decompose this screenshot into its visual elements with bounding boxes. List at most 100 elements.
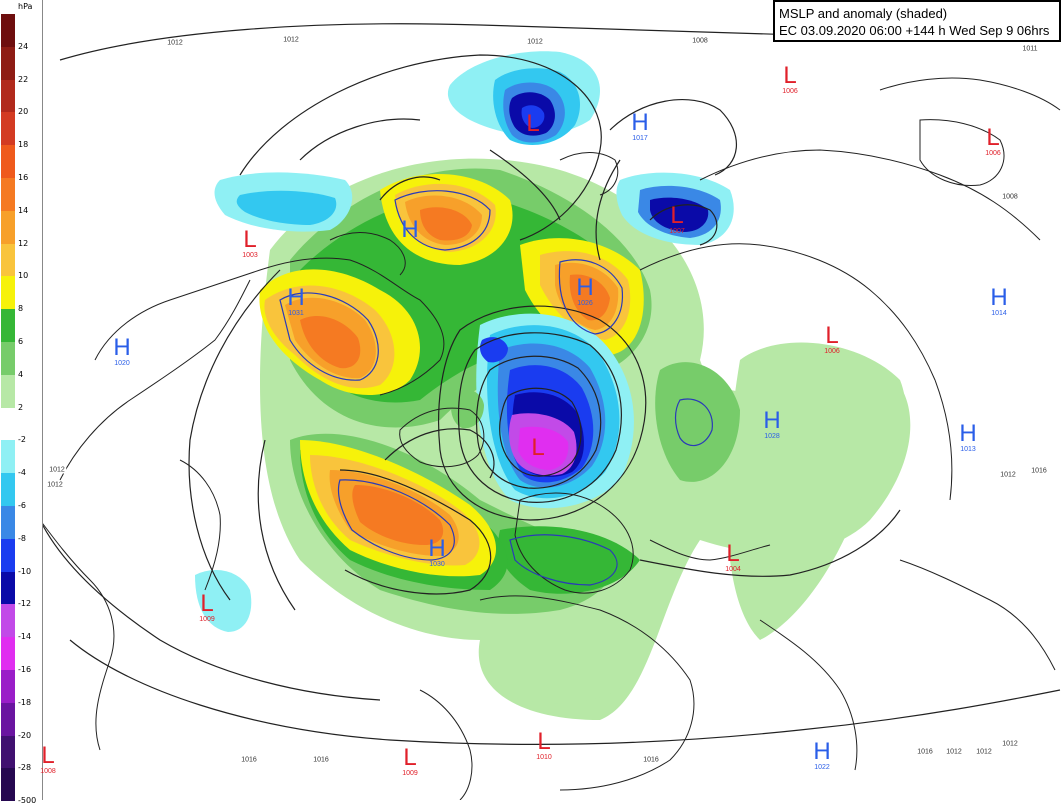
low-pressure-marker: L 1007 bbox=[669, 204, 685, 236]
pressure-system-value: 1006 bbox=[782, 88, 798, 95]
pressure-system-letter: L bbox=[403, 744, 417, 771]
pressure-system-letter: L bbox=[526, 110, 540, 137]
pressure-system-value: 1017 bbox=[632, 135, 648, 142]
pressure-system-letter: H bbox=[990, 284, 1008, 311]
legend-color-swatch bbox=[1, 210, 15, 244]
pressure-system-letter: H bbox=[401, 216, 419, 243]
low-pressure-marker: L 1009 bbox=[199, 592, 215, 624]
pressure-system-letter: L bbox=[243, 226, 257, 253]
legend-color-swatch bbox=[1, 702, 15, 736]
pressure-system-letter: H bbox=[113, 334, 131, 361]
anomaly-contours bbox=[279, 190, 713, 586]
pressure-system-value: 1031 bbox=[288, 310, 304, 317]
pressure-system-value: 1013 bbox=[960, 446, 976, 453]
legend-tick-label: -6 bbox=[18, 501, 26, 510]
pressure-system-letter: L bbox=[783, 62, 797, 89]
isobar-value-label: 1012 bbox=[48, 466, 66, 474]
high-pressure-marker: H 1014 bbox=[990, 286, 1007, 318]
legend-tick-label: 18 bbox=[18, 140, 29, 150]
isobar-value-label: 1016 bbox=[240, 756, 258, 764]
legend-color-swatch bbox=[1, 637, 15, 670]
legend-tick-label: -18 bbox=[18, 697, 32, 707]
legend-tick-label: 4 bbox=[18, 369, 24, 379]
isobar-value-label: 1012 bbox=[945, 748, 963, 756]
pressure-system-value: 1009 bbox=[199, 616, 215, 623]
legend-color-swatch bbox=[1, 440, 15, 474]
legend-color-swatch bbox=[1, 571, 15, 605]
legend-color-swatch bbox=[1, 670, 15, 703]
pressure-system-value: 1030 bbox=[429, 561, 445, 568]
pressure-system-letter: L bbox=[825, 322, 839, 349]
legend-color-swatch bbox=[1, 768, 15, 802]
pressure-system-value: 1006 bbox=[824, 348, 840, 355]
isobar-value-label: 1012 bbox=[975, 748, 993, 756]
legend-color-swatch bbox=[1, 112, 15, 146]
coastlines bbox=[39, 77, 1061, 800]
pressure-system-value: 1003 bbox=[242, 252, 258, 259]
low-pressure-marker: L 1004 bbox=[725, 542, 741, 574]
pressure-system-letter: L bbox=[670, 202, 684, 229]
pressure-system-value: 1009 bbox=[402, 770, 418, 777]
isobar-value-label: 1016 bbox=[642, 756, 660, 764]
legend-unit-label: hPa bbox=[18, 2, 33, 11]
high-pressure-marker: H 1017 bbox=[631, 111, 648, 143]
isobar-value-label: 1012 bbox=[282, 36, 300, 44]
high-pressure-marker: H 1028 bbox=[763, 409, 780, 441]
isobar-value-label: 1012 bbox=[166, 39, 184, 47]
isobar-value-label: 1008 bbox=[691, 37, 709, 45]
legend-color-swatch bbox=[1, 145, 15, 178]
legend-color-swatch bbox=[1, 342, 15, 375]
low-pressure-marker: L 1006 bbox=[824, 324, 840, 356]
legend-tick-label: 6 bbox=[18, 337, 24, 346]
isobar-value-label: 1012 bbox=[999, 471, 1017, 479]
anomaly-shading bbox=[195, 51, 911, 721]
legend-tick-label: -500 bbox=[18, 796, 37, 805]
title-box: MSLP and anomaly (shaded) EC 03.09.2020 … bbox=[773, 0, 1061, 42]
low-pressure-marker: L 1010 bbox=[536, 730, 552, 762]
legend-color-swatch bbox=[1, 243, 15, 277]
pressure-system-value: 1028 bbox=[764, 433, 780, 440]
isobar-value-label: 1008 bbox=[1001, 193, 1019, 201]
pressure-system-value: 1007 bbox=[669, 228, 685, 235]
color-legend: hPa 24 22 20 18 16 14 12 10 8 6 4 2 -2 -4 -6 -8 -10 -12 -1… bbox=[0, 0, 43, 805]
pressure-system-letter: H bbox=[576, 274, 594, 301]
legend-tick-label: 10 bbox=[18, 271, 29, 281]
legend-tick-label: 16 bbox=[18, 173, 29, 182]
low-pressure-marker: L 1003 bbox=[242, 228, 258, 260]
legend-tick-label: -8 bbox=[18, 533, 26, 543]
pressure-system-letter: L bbox=[726, 540, 740, 567]
pressure-system-letter: L bbox=[200, 590, 214, 617]
legend-color-swatch bbox=[1, 46, 15, 80]
legend-tick-label: -4 bbox=[18, 468, 26, 478]
legend-tick-label: 12 bbox=[18, 238, 29, 248]
legend-tick-label: -2 bbox=[18, 435, 26, 445]
legend-color-swatch bbox=[1, 604, 15, 638]
isobar-value-label: 1016 bbox=[916, 748, 934, 756]
low-pressure-marker: L bbox=[531, 436, 544, 460]
pressure-system-value: 1022 bbox=[814, 764, 830, 771]
pressure-system-letter: H bbox=[959, 420, 977, 447]
pressure-system-letter: L bbox=[41, 742, 55, 769]
pressure-system-letter: H bbox=[763, 407, 781, 434]
pressure-system-letter: H bbox=[631, 109, 649, 136]
pressure-system-value: 1010 bbox=[536, 754, 552, 761]
legend-color-swatch bbox=[1, 407, 15, 441]
legend-tick-label: -10 bbox=[18, 566, 32, 576]
pressure-system-value: 1020 bbox=[114, 360, 130, 367]
isobar-value-label: 1012 bbox=[46, 481, 64, 489]
isobar-value-label: 1011 bbox=[1021, 45, 1039, 53]
legend-tick-label: 20 bbox=[18, 107, 29, 117]
legend-tick-label: -28 bbox=[18, 763, 32, 773]
high-pressure-marker: H 1020 bbox=[113, 336, 130, 368]
legend-tick-label: -14 bbox=[18, 632, 32, 642]
legend-tick-label: 2 bbox=[18, 402, 24, 412]
legend-color-swatch bbox=[1, 178, 15, 211]
legend-color-swatch bbox=[1, 14, 15, 47]
pressure-system-letter: H bbox=[428, 535, 446, 562]
high-pressure-marker: H 1022 bbox=[813, 740, 830, 772]
legend-color-swatch bbox=[1, 309, 15, 342]
pressure-system-value: 1008 bbox=[40, 768, 56, 775]
legend-tick-label: 24 bbox=[18, 41, 29, 51]
legend-tick-label: 22 bbox=[18, 74, 29, 84]
